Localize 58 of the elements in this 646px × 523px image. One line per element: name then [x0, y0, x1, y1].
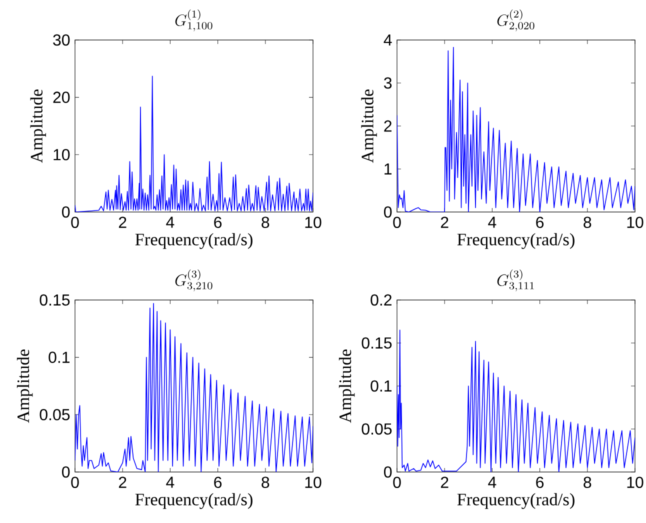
y-axis-title: Amplitude	[16, 350, 33, 423]
x-tick-label: 10	[627, 216, 644, 228]
y-tick-label: 3	[384, 77, 392, 89]
x-tick-label: 4	[166, 216, 174, 228]
x-tick-label: 6	[536, 476, 544, 488]
line-series	[397, 46, 635, 212]
chart-title: $G^{(1)}_{1,100}$	[175, 10, 212, 32]
x-tick-label: 6	[214, 216, 222, 228]
x-tick-label: 4	[166, 476, 174, 488]
x-tick-label: 0	[393, 476, 401, 488]
x-tick-label: 2	[440, 476, 448, 488]
y-tick-label: 0.15	[362, 337, 392, 349]
x-axis-title: Frequency(rad/s)	[135, 493, 252, 509]
y-tick-label: 0	[62, 466, 70, 478]
x-tick-label: 8	[262, 216, 270, 228]
x-axis-title: Frequency(rad/s)	[457, 233, 574, 249]
x-tick-label: 0	[393, 216, 401, 228]
y-tick-label: 0.15	[40, 294, 70, 306]
y-axis-title: Amplitude	[338, 350, 355, 423]
line-series	[397, 330, 635, 472]
y-tick-label: 0	[62, 206, 70, 218]
x-tick-label: 0	[71, 216, 79, 228]
x-tick-label: 0	[71, 476, 79, 488]
y-tick-label: 0.1	[48, 352, 70, 363]
x-tick-label: 6	[536, 216, 544, 228]
y-tick-label: 0	[384, 466, 392, 478]
x-axis-title: Frequency(rad/s)	[457, 493, 574, 509]
x-tick-label: 4	[488, 216, 496, 228]
line-series	[75, 76, 314, 212]
x-axis-title: Frequency(rad/s)	[135, 233, 252, 249]
y-tick-label: 0	[384, 206, 392, 218]
y-tick-label: 2	[384, 120, 392, 132]
chart-title: $G^{(3)}_{3,210}$	[175, 270, 212, 292]
y-tick-label: 1	[384, 163, 392, 174]
y-tick-label: 0.05	[40, 408, 70, 420]
x-tick-label: 4	[488, 476, 496, 488]
x-tick-label: 10	[305, 216, 322, 228]
line-series	[75, 303, 314, 472]
x-tick-label: 2	[118, 216, 126, 228]
y-tick-label: 20	[53, 92, 70, 103]
y-tick-label: 30	[53, 34, 70, 46]
x-tick-label: 8	[584, 216, 592, 228]
x-tick-label: 6	[214, 476, 222, 488]
x-tick-label: 10	[305, 476, 322, 488]
y-tick-label: 0.1	[370, 380, 392, 392]
y-tick-label: 0.2	[370, 294, 392, 306]
x-tick-label: 10	[627, 476, 644, 488]
x-tick-label: 2	[118, 476, 126, 488]
chart-title: $G^{(3)}_{3,111}$	[497, 270, 534, 292]
y-tick-label: 10	[54, 148, 70, 160]
y-tick-label: 0.05	[362, 423, 392, 435]
y-axis-title: Amplitude	[361, 90, 377, 163]
x-tick-label: 8	[584, 476, 592, 488]
chart-title: $G^{(2)}_{2,020}$	[497, 10, 534, 32]
y-tick-label: 4	[384, 34, 392, 46]
x-tick-label: 2	[440, 216, 448, 228]
y-axis-title: Amplitude	[30, 90, 46, 163]
x-tick-label: 8	[262, 476, 270, 488]
